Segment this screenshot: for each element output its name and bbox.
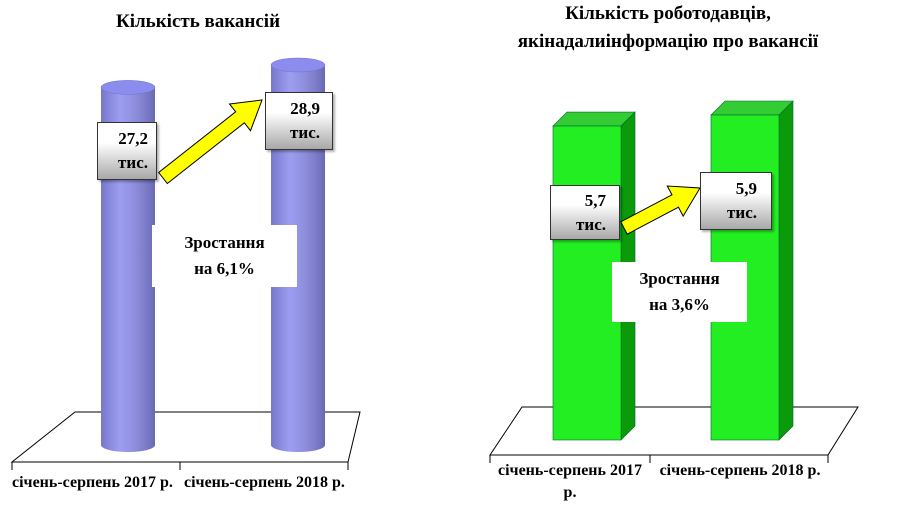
arrow — [620, 185, 701, 235]
x-tick-label: січень-серпень 2017 р. — [12, 474, 173, 491]
value-label: 5,9 тис. — [727, 179, 757, 222]
title-line: Кількість роботодавців, які — [517, 3, 771, 52]
annotation-line: Зростання — [184, 233, 265, 252]
annotation-line: на 3,6% — [649, 295, 710, 314]
bar — [552, 125, 622, 441]
bar-shade — [271, 65, 325, 452]
bar-top — [552, 111, 636, 127]
bar-top — [100, 80, 156, 95]
value-label-box: 5,9 тис. — [700, 172, 772, 230]
annotation: Зростання на 3,6% — [612, 262, 747, 322]
x-tick-label: січень-серпень 2017 р. — [498, 462, 642, 501]
chart-title: Кількість вакансій — [48, 8, 348, 36]
value-label: 28,9 тис. — [290, 99, 320, 142]
annotation: Зростання на 6,1% — [152, 225, 297, 287]
bar-side — [778, 100, 794, 441]
value-label-box: 28,9 тис. — [265, 92, 333, 150]
value-label: 27,2 тис. — [118, 129, 148, 172]
title-line: надали — [544, 31, 606, 52]
chart-title: Кількість роботодавців, якінадалиінформа… — [488, 0, 848, 56]
value-label-box: 5,7 тис. — [550, 185, 620, 240]
annotation-line: на 6,1% — [194, 259, 255, 278]
title-line: Кількість вакансій — [115, 11, 281, 32]
value-label-box: 27,2 тис. — [97, 122, 157, 180]
value-label: 5,7 тис. — [576, 190, 606, 234]
bar-top — [270, 57, 326, 73]
x-tick-label: січень-серпень 2018 р. — [659, 462, 821, 479]
bar-top — [710, 100, 794, 116]
x-tick-label: січень-серпень 2018 р. — [184, 474, 345, 491]
floor — [489, 406, 859, 456]
arrow — [157, 99, 263, 185]
annotation-line: Зростання — [639, 269, 720, 288]
title-line: інформацію про вакансії — [605, 31, 819, 52]
